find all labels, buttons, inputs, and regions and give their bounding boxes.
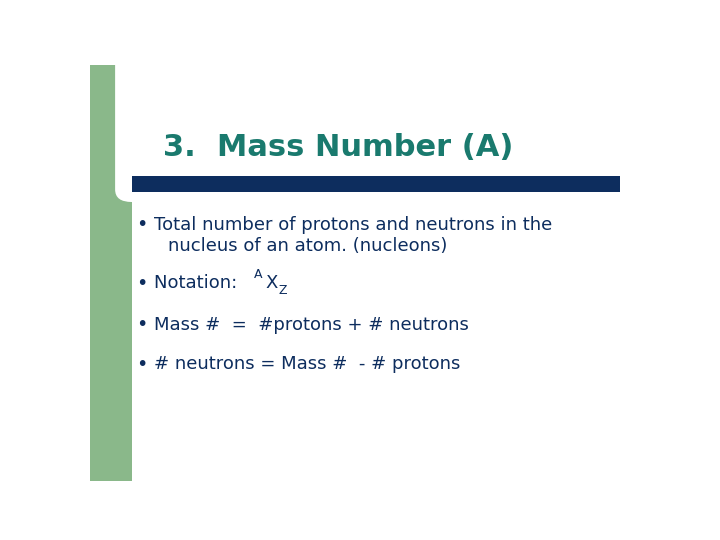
- Text: •: •: [136, 315, 147, 334]
- Text: # neutrons = Mass #  - # protons: # neutrons = Mass # - # protons: [154, 355, 461, 373]
- Text: Total number of protons and neutrons in the: Total number of protons and neutrons in …: [154, 216, 552, 234]
- Text: •: •: [136, 355, 147, 374]
- Text: X: X: [266, 274, 278, 292]
- Bar: [90, 65, 297, 190]
- Bar: [132, 176, 620, 192]
- Text: A: A: [253, 268, 262, 281]
- Text: nucleus of an atom. (nucleons): nucleus of an atom. (nucleons): [168, 237, 448, 255]
- Bar: [132, 190, 648, 481]
- Text: 3.  Mass Number (A): 3. Mass Number (A): [163, 133, 513, 163]
- FancyBboxPatch shape: [115, 52, 313, 202]
- Text: •: •: [136, 215, 147, 234]
- Text: Z: Z: [278, 284, 287, 297]
- Text: •: •: [136, 274, 147, 293]
- Text: Notation:: Notation:: [154, 274, 249, 292]
- Text: Mass #  =  #protons + # neutrons: Mass # = #protons + # neutrons: [154, 316, 469, 334]
- Bar: [90, 65, 132, 481]
